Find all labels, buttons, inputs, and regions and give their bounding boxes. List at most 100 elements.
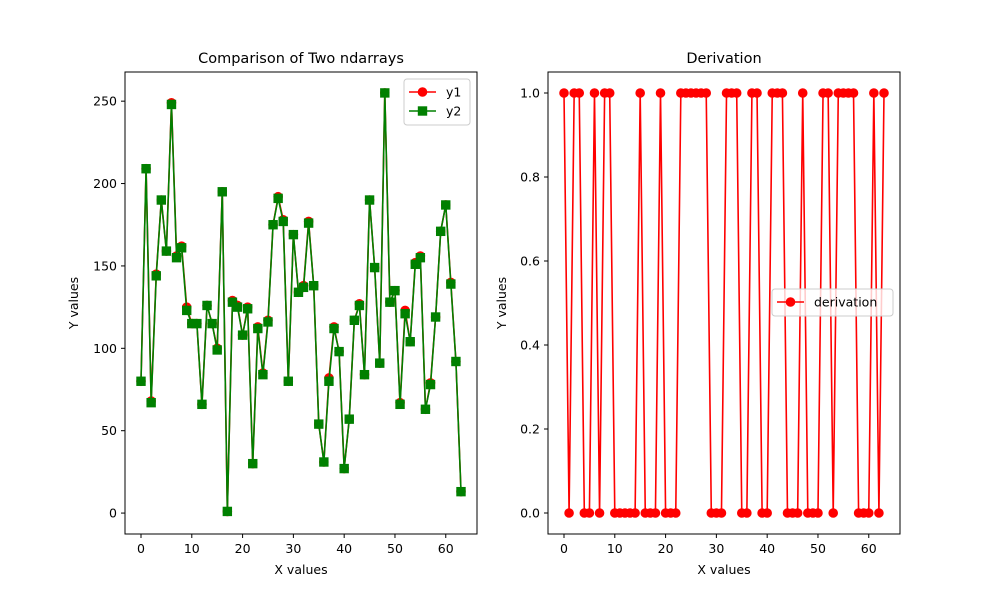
data-point: [176, 243, 187, 253]
data-point: [564, 508, 574, 518]
axes-frame: [124, 71, 478, 535]
y-tick-label: 50: [101, 423, 117, 438]
data-point: [324, 376, 334, 386]
data-point: [227, 297, 238, 307]
data-point: [197, 399, 207, 410]
data-point: [410, 259, 420, 269]
data-point: [293, 287, 304, 297]
data-point: [670, 508, 681, 518]
data-point: [456, 486, 466, 497]
data-point: [182, 305, 192, 316]
legend-marker-y2: [417, 106, 428, 116]
y-axis-label: Y values: [66, 277, 81, 330]
legend-label: derivation: [814, 295, 877, 310]
data-point: [742, 508, 752, 518]
left-chart: 0 10 20 30 40 50 60 0 50 100 150 200 250 Comparison o…: [66, 51, 478, 577]
legend: derivation: [771, 288, 894, 317]
chart-title: Derivation: [686, 51, 761, 67]
data-point: [635, 88, 645, 98]
data-point: [879, 88, 889, 98]
data-point: [237, 330, 248, 340]
data-point: [314, 419, 324, 429]
y-tick-label: 150: [93, 258, 117, 273]
legend-marker-y1: [417, 87, 428, 97]
data-point: [151, 271, 161, 281]
data-point: [385, 297, 395, 307]
data-point: [202, 300, 212, 311]
y-tick-label: 1.0: [520, 86, 540, 101]
data-point: [874, 508, 884, 518]
axes-frame: [547, 71, 901, 535]
data-point: [797, 88, 808, 98]
data-point: [823, 88, 833, 98]
y-tick-label: 0.4: [520, 338, 540, 353]
data-point: [441, 200, 451, 210]
data-point: [349, 315, 360, 326]
data-point: [630, 508, 640, 518]
data-point: [334, 346, 344, 357]
data-point: [242, 304, 253, 314]
y-tick-label: 0: [109, 506, 117, 521]
data-point: [559, 88, 569, 98]
data-point: [268, 220, 278, 230]
x-axis-label: X values: [274, 562, 327, 577]
data-point: [420, 404, 431, 414]
series-y2: [136, 88, 466, 517]
data-point: [584, 508, 595, 518]
y-tick-label: 200: [93, 176, 117, 191]
data-point: [395, 399, 405, 410]
data-point: [848, 88, 859, 98]
data-point: [192, 318, 202, 329]
y-tick-label: 0.6: [520, 254, 540, 269]
x-axis-label: X values: [697, 562, 750, 577]
data-point: [375, 358, 385, 368]
data-point: [171, 252, 182, 263]
data-point: [364, 195, 375, 205]
data-point: [380, 88, 390, 98]
legend-label: y1: [446, 85, 461, 100]
data-point: [451, 356, 461, 367]
data-point: [288, 229, 299, 240]
data-point: [701, 88, 712, 98]
x-tick-label: 60: [438, 541, 454, 556]
data-point: [604, 88, 615, 98]
legend-box: [771, 288, 894, 317]
data-point: [298, 282, 309, 293]
data-point: [430, 312, 441, 322]
data-point: [308, 280, 319, 291]
y-tick-label: 0.2: [520, 422, 540, 437]
data-point: [589, 88, 600, 98]
x-tick-label: 30: [285, 541, 301, 556]
data-point: [278, 216, 288, 227]
data-point: [762, 508, 772, 518]
legend-label: y2: [446, 104, 461, 119]
data-point: [263, 317, 273, 327]
x-tick-label: 10: [607, 541, 623, 556]
data-point: [161, 246, 172, 256]
x-tick-label: 50: [387, 541, 403, 556]
data-point: [869, 88, 879, 98]
data-point: [731, 88, 742, 98]
data-point: [273, 193, 283, 204]
y-tick-label: 100: [93, 341, 117, 356]
data-point: [359, 369, 370, 380]
data-point: [166, 99, 177, 110]
chart-title: Comparison of Two ndarrays: [198, 51, 404, 67]
y-tick-label: 0.0: [520, 506, 540, 521]
legend-marker-derivation: [785, 297, 796, 307]
data-point: [400, 309, 410, 319]
data-point: [828, 508, 839, 518]
data-point: [405, 337, 415, 347]
data-point: [339, 463, 349, 474]
data-point: [777, 88, 788, 98]
data-point: [655, 88, 666, 98]
y-axis-label: Y values: [494, 277, 509, 330]
x-tick-label: 0: [560, 541, 568, 556]
data-point: [415, 252, 426, 263]
data-point: [446, 279, 456, 289]
data-point: [863, 508, 874, 518]
data-point: [813, 508, 823, 518]
data-point: [354, 300, 365, 311]
